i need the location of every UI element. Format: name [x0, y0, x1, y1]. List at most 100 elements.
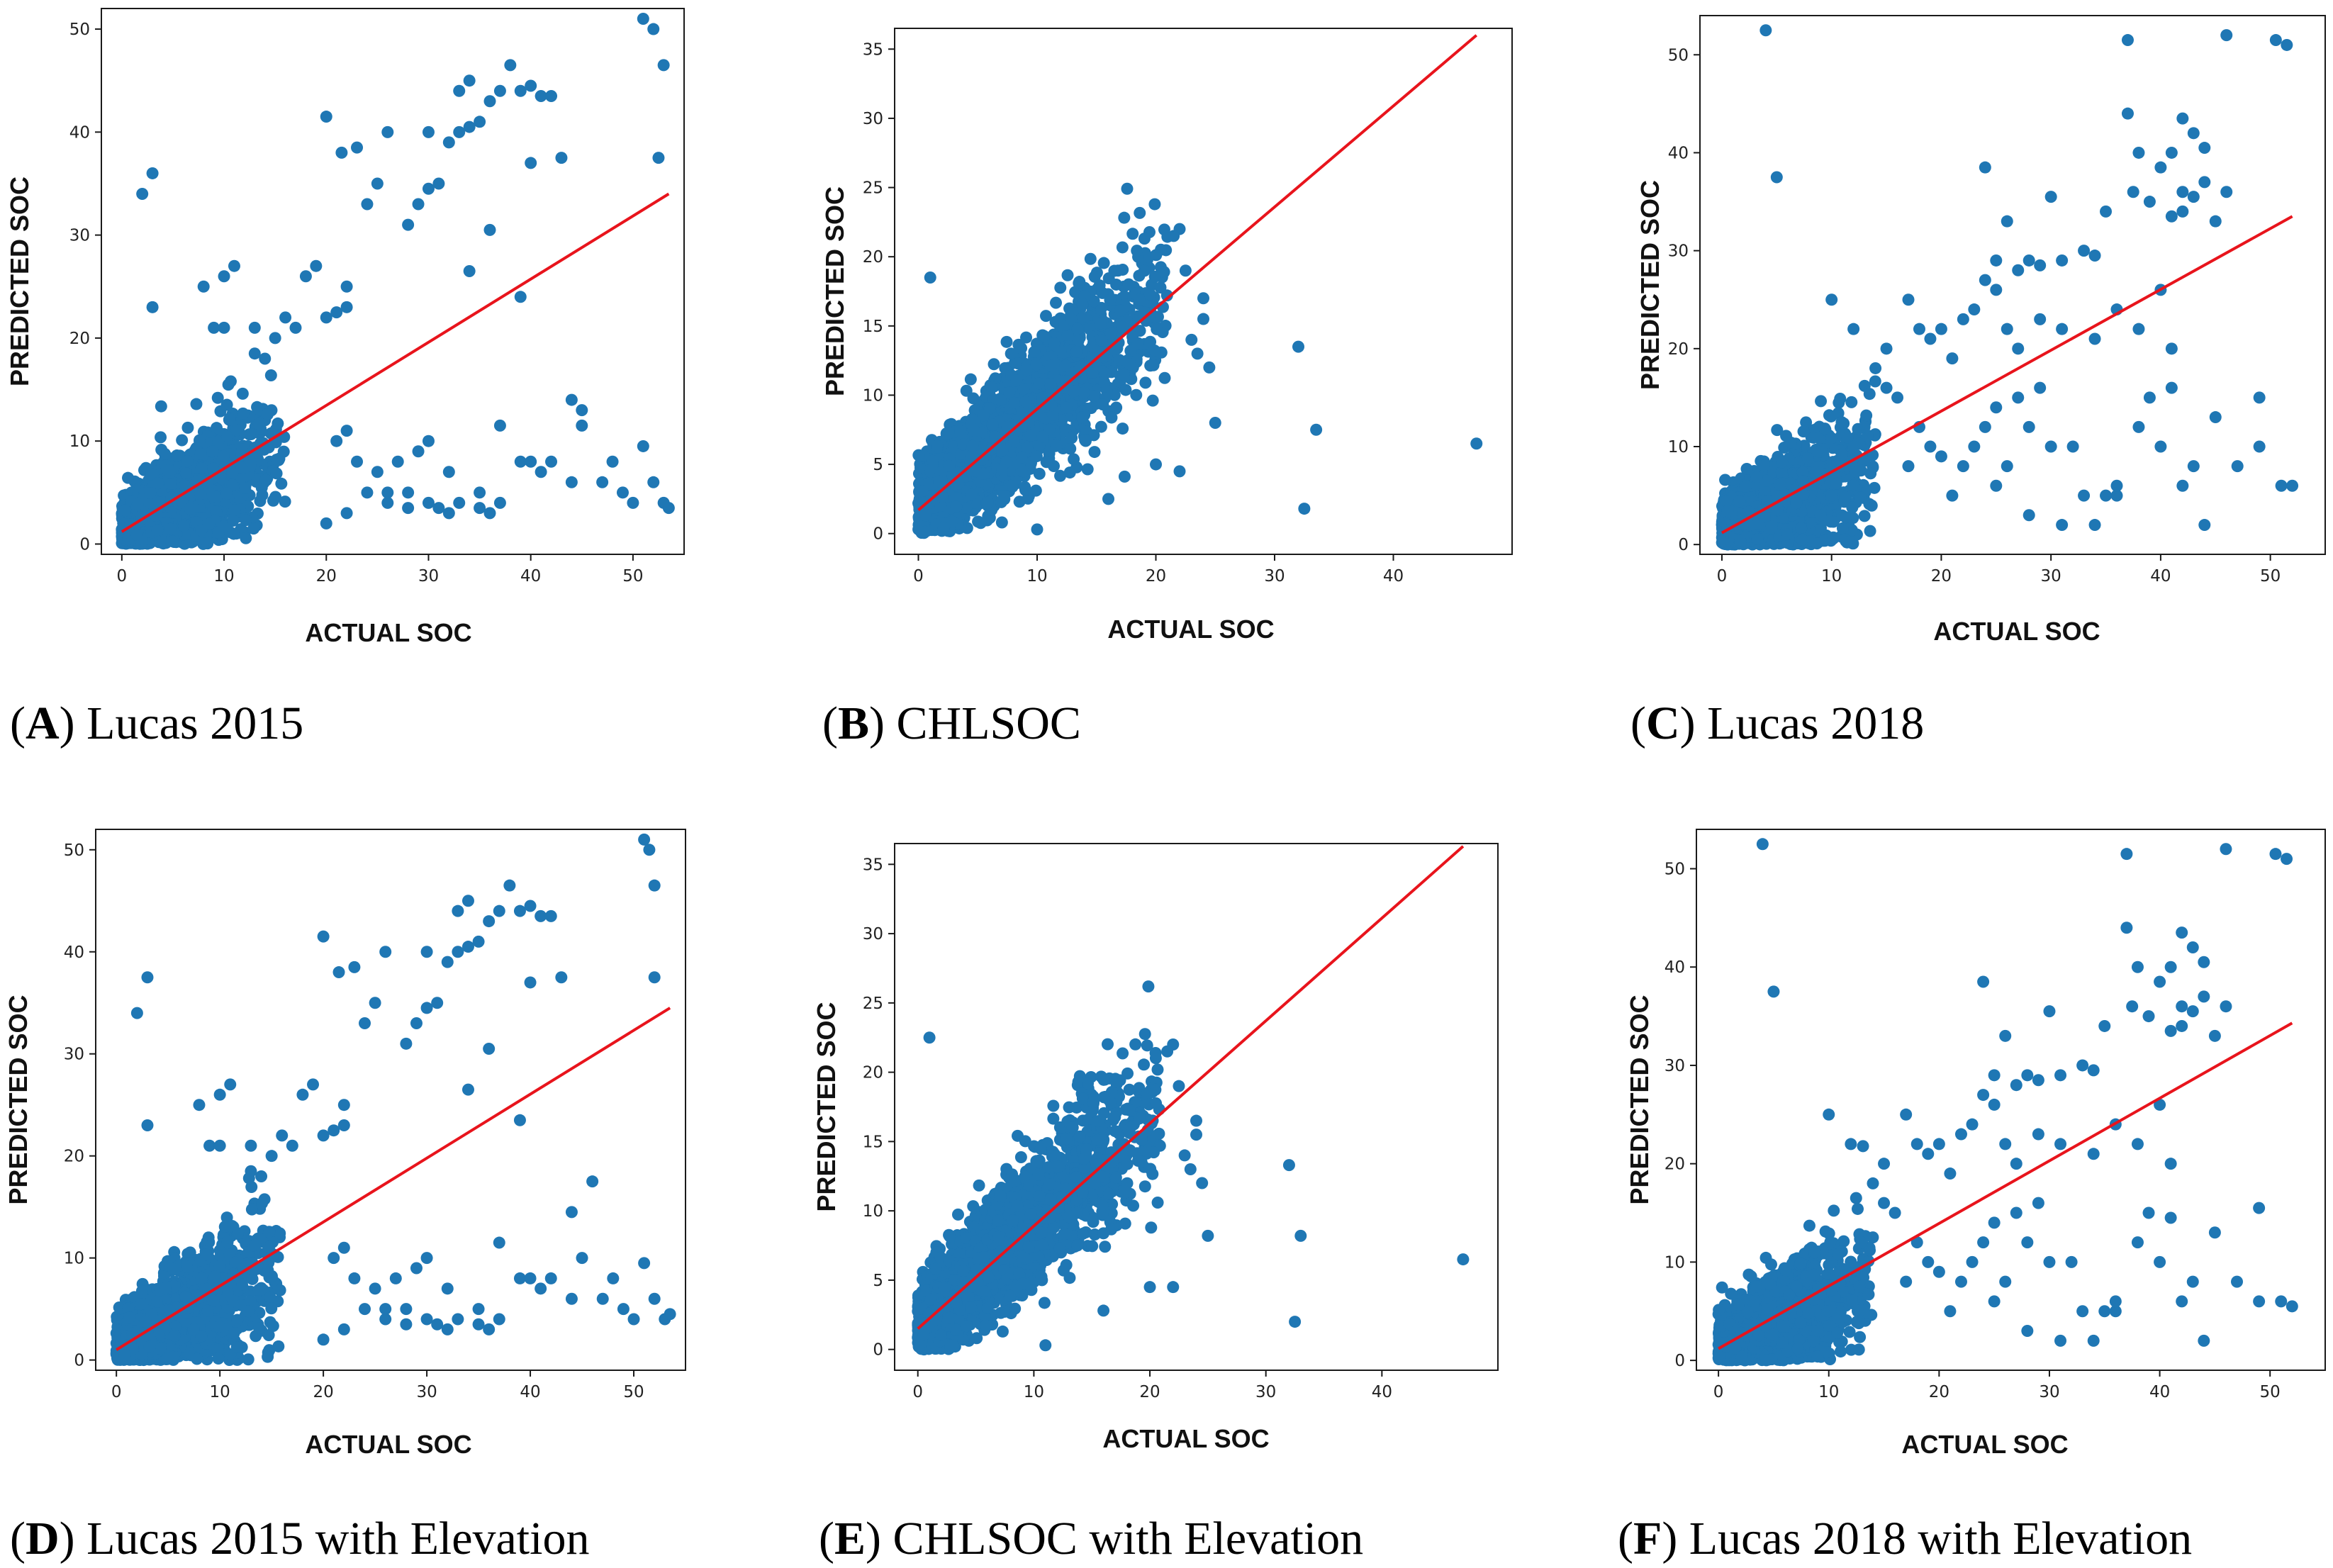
y-tick-label: 0 — [79, 535, 90, 554]
panel-caption-A: (A) Lucas 2015 — [10, 698, 303, 749]
data-point — [1126, 330, 1139, 343]
data-point — [514, 291, 527, 303]
data-point — [1033, 439, 1046, 452]
data-point — [1021, 442, 1034, 454]
data-point — [1147, 359, 1160, 371]
data-point — [988, 358, 1000, 371]
y-tick-label: 40 — [69, 123, 90, 142]
data-point — [1771, 424, 1784, 437]
data-point — [1158, 266, 1170, 279]
data-point — [662, 502, 675, 515]
data-point — [159, 447, 172, 460]
data-point — [637, 13, 649, 26]
data-point — [224, 375, 237, 388]
x-tick-label: 10 — [1821, 567, 1842, 586]
data-point — [1124, 358, 1136, 371]
data-point — [535, 89, 547, 102]
y-axis-label: PREDICTED SOC — [820, 186, 849, 396]
data-point — [493, 496, 506, 509]
data-point — [1016, 405, 1029, 418]
x-tick-label: 20 — [316, 567, 337, 586]
data-point — [1117, 422, 1129, 435]
data-point — [1036, 430, 1049, 443]
data-point — [136, 188, 149, 201]
data-point — [1007, 435, 1020, 447]
data-point — [442, 136, 455, 149]
data-point — [1019, 483, 1031, 496]
data-point — [453, 125, 466, 138]
data-point — [1719, 474, 1732, 486]
data-point — [146, 301, 159, 313]
data-point — [218, 321, 230, 334]
data-point — [1059, 359, 1072, 372]
data-point — [453, 84, 466, 97]
data-point — [637, 439, 649, 452]
data-point — [525, 157, 537, 169]
data-point — [1292, 340, 1304, 353]
data-point — [1119, 383, 1132, 396]
data-point — [166, 535, 179, 548]
data-point — [248, 321, 261, 334]
data-point — [1064, 442, 1077, 455]
data-point — [1086, 366, 1099, 379]
data-point — [1126, 228, 1139, 240]
scatter-points-A — [116, 13, 675, 550]
data-point — [422, 125, 435, 138]
data-point — [371, 177, 384, 190]
data-point — [267, 494, 279, 507]
data-point — [228, 504, 241, 517]
data-point — [955, 448, 968, 461]
data-point — [261, 408, 274, 421]
data-point — [340, 507, 353, 520]
data-point — [1040, 456, 1053, 469]
data-point — [616, 486, 629, 499]
x-tick-label: 0 — [117, 567, 128, 586]
data-point — [1033, 467, 1046, 480]
data-point — [214, 405, 227, 418]
data-point — [606, 455, 619, 468]
data-point — [228, 527, 240, 540]
data-point — [474, 116, 486, 128]
data-point — [220, 487, 233, 500]
data-point — [412, 198, 425, 211]
data-point — [1154, 281, 1167, 294]
data-point — [964, 373, 977, 386]
data-point — [1138, 264, 1151, 277]
data-point — [1056, 414, 1068, 427]
data-point — [565, 476, 578, 488]
data-point — [252, 403, 265, 416]
y-tick-label: 40 — [1668, 144, 1689, 162]
data-point — [627, 496, 639, 509]
data-point — [270, 453, 283, 466]
data-point — [211, 491, 223, 503]
x-tick-label: 40 — [2150, 567, 2171, 586]
data-point — [256, 488, 269, 501]
x-tick-label: 20 — [1931, 567, 1952, 586]
x-axis-label: ACTUAL SOC — [1107, 615, 1274, 644]
data-point — [1087, 295, 1100, 308]
data-point — [247, 522, 260, 535]
data-point — [310, 259, 323, 272]
data-point — [1079, 434, 1092, 447]
data-point — [227, 515, 240, 527]
data-point — [1024, 429, 1036, 442]
data-point — [977, 409, 990, 422]
data-point — [1095, 420, 1107, 433]
data-point — [504, 59, 517, 72]
data-point — [1138, 233, 1151, 245]
data-point — [1158, 223, 1170, 236]
data-point — [272, 417, 284, 430]
data-point — [1130, 388, 1143, 401]
data-point — [236, 443, 249, 456]
data-point — [525, 455, 537, 468]
data-point — [483, 223, 496, 236]
data-point — [1099, 367, 1112, 380]
x-tick-label: 10 — [1026, 567, 1047, 586]
data-point — [986, 418, 999, 431]
data-point — [252, 418, 265, 430]
data-point — [1121, 182, 1134, 195]
y-axis-label: PREDICTED SOC — [1635, 180, 1665, 390]
data-point — [176, 434, 189, 447]
data-point — [1148, 270, 1161, 283]
